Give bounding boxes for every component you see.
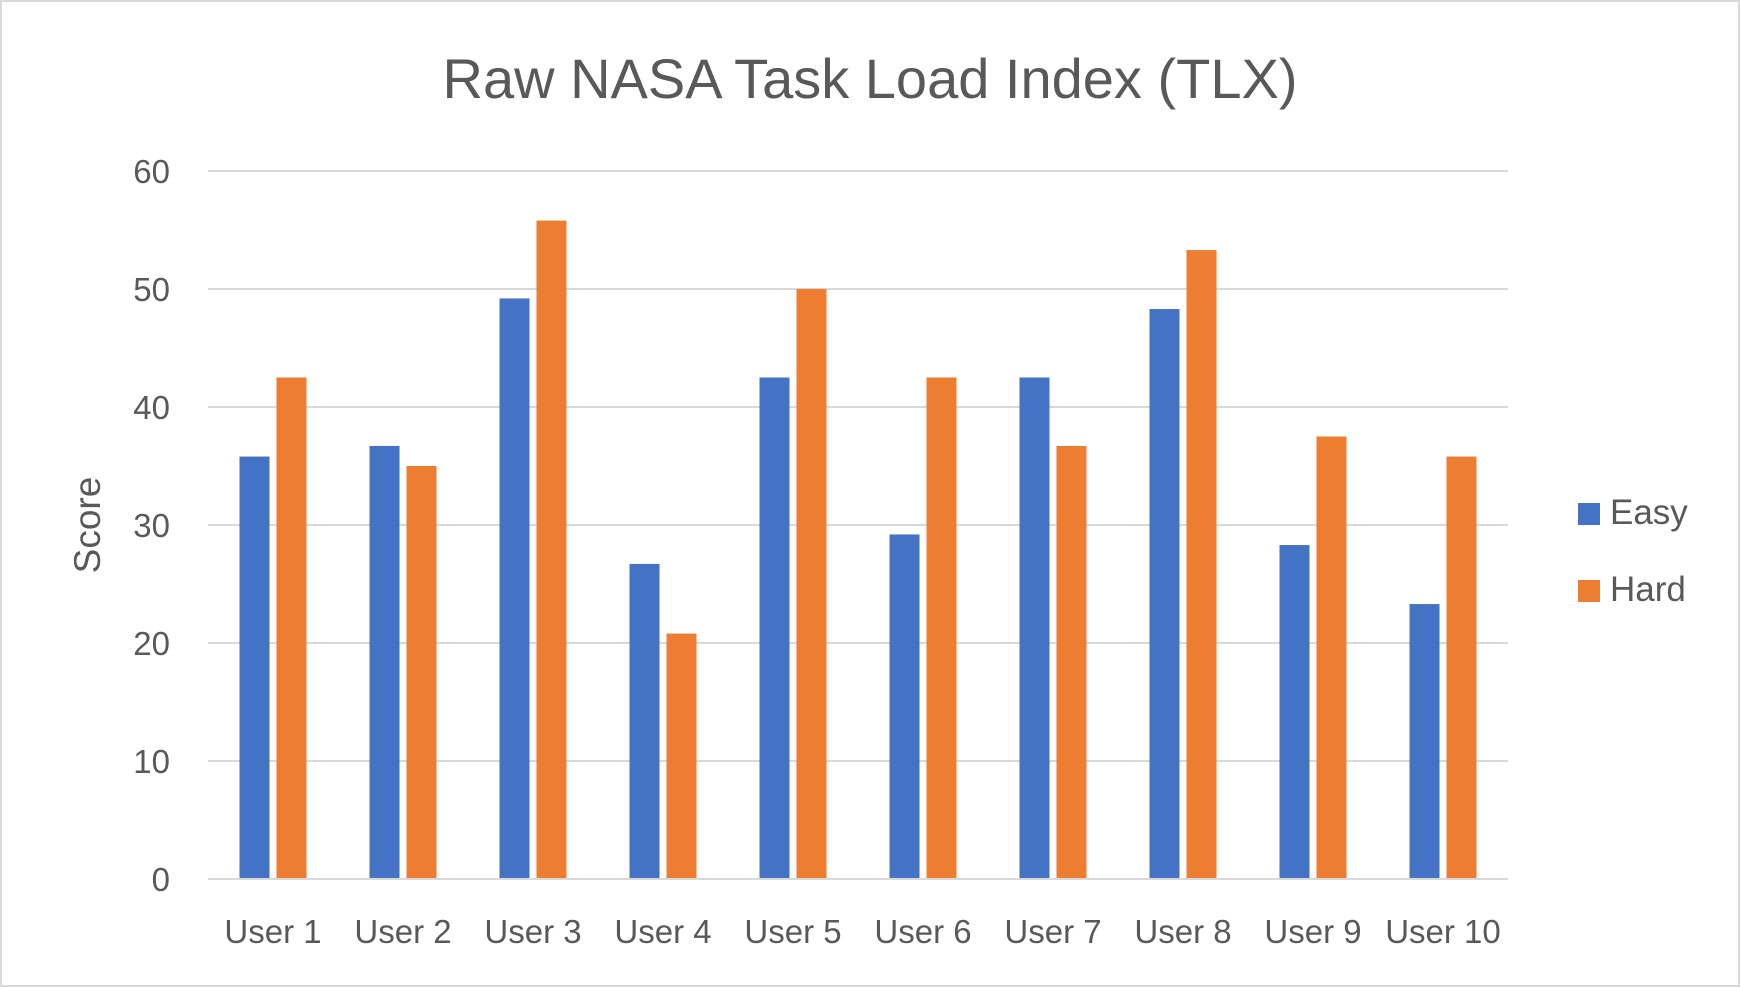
- y-tick-label: 20: [133, 625, 170, 662]
- bar-hard-user-1: [276, 377, 307, 879]
- y-axis-ticks: 0 10 20 30 40 50 60: [133, 153, 170, 898]
- bar-hard-user-8: [1186, 250, 1217, 879]
- y-tick-label: 10: [133, 743, 170, 780]
- x-tick-label: User 2: [354, 913, 451, 950]
- bar-hard-user-9: [1316, 436, 1347, 879]
- x-tick-label: User 4: [614, 913, 711, 950]
- y-tick-label: 40: [133, 389, 170, 426]
- bar-hard-user-10: [1446, 456, 1477, 879]
- y-tick-label: 0: [152, 861, 170, 898]
- x-tick-label: User 3: [484, 913, 581, 950]
- bar-easy-user-3: [499, 298, 530, 879]
- legend-label-easy: Easy: [1610, 493, 1688, 532]
- bar-hard-user-5: [796, 289, 827, 879]
- legend-label-hard: Hard: [1610, 570, 1686, 609]
- gridlines: [208, 170, 1508, 762]
- chart-title: Raw NASA Task Load Index (TLX): [443, 47, 1298, 110]
- bar-hard-user-4: [666, 633, 697, 879]
- bar-hard-user-7: [1056, 445, 1087, 879]
- legend-swatch-hard: [1578, 580, 1600, 602]
- bar-hard-user-2: [406, 466, 437, 879]
- legend: Easy Hard: [1578, 493, 1688, 609]
- x-tick-label: User 9: [1264, 913, 1361, 950]
- bar-easy-user-4: [629, 563, 660, 879]
- y-axis-label: Score: [67, 477, 108, 574]
- bar-easy-user-9: [1279, 545, 1310, 879]
- x-tick-label: User 7: [1004, 913, 1101, 950]
- bar-easy-user-2: [369, 445, 400, 879]
- legend-swatch-easy: [1578, 503, 1600, 525]
- x-tick-label: User 10: [1385, 913, 1501, 950]
- x-tick-label: User 6: [874, 913, 971, 950]
- bar-easy-user-7: [1019, 377, 1050, 879]
- bar-hard-user-6: [926, 377, 957, 879]
- x-tick-label: User 1: [224, 913, 321, 950]
- bars: [239, 220, 1477, 879]
- x-axis-ticks: User 1 User 2 User 3 User 4 User 5 User 6 User…: [224, 913, 1500, 950]
- y-tick-label: 50: [133, 271, 170, 308]
- bar-easy-user-8: [1149, 309, 1180, 879]
- y-tick-label: 60: [133, 153, 170, 190]
- bar-easy-user-5: [759, 377, 790, 879]
- y-tick-label: 30: [133, 507, 170, 544]
- x-tick-label: User 8: [1134, 913, 1231, 950]
- bar-hard-user-3: [536, 220, 567, 879]
- bar-easy-user-1: [239, 456, 270, 879]
- bar-easy-user-10: [1409, 604, 1440, 879]
- bar-easy-user-6: [889, 534, 920, 879]
- x-tick-label: User 5: [744, 913, 841, 950]
